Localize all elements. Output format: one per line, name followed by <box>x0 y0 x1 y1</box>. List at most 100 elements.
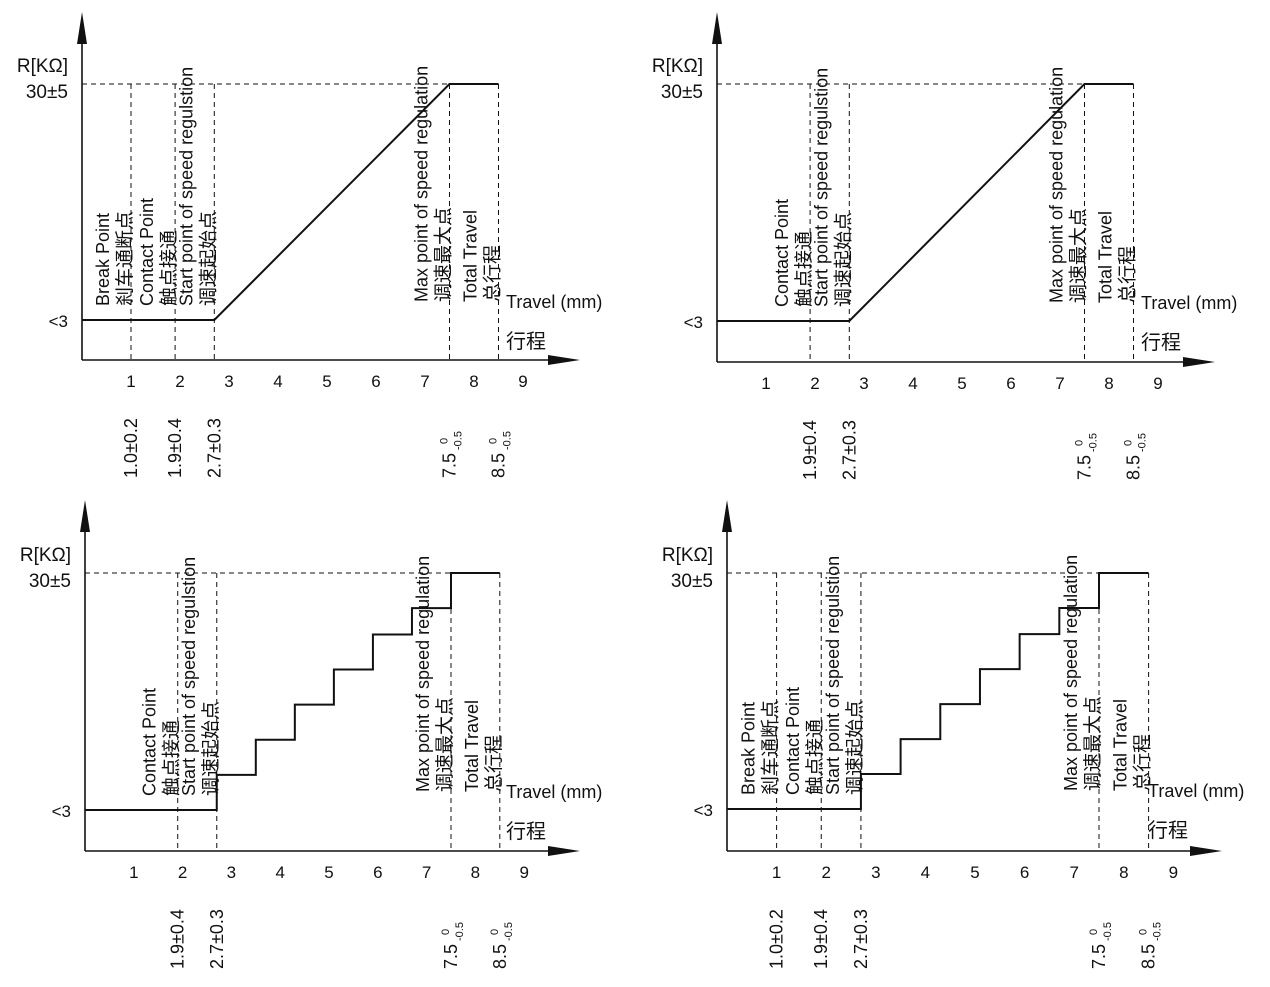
x-axis-arrow-icon <box>1183 357 1215 367</box>
x-tick-label: 1 <box>761 374 770 393</box>
x-tick-label: 4 <box>273 372 282 391</box>
resistance-curve <box>85 572 500 811</box>
y-tick-label-high: 30±5 <box>661 82 703 103</box>
marker-label-en: Contact Point <box>137 198 157 306</box>
chart-panel-2: R[KΩ] 30±5 <3 1 2 3 4 5 6 7 8 9 Travel (mm) 行程 1.9±0.4… <box>652 12 1237 480</box>
x-tick-label: 7 <box>422 863 431 882</box>
y-tick-label-high: 30±5 <box>671 571 713 592</box>
x-tick-label: 9 <box>1169 863 1178 882</box>
y-tick-label-low: <3 <box>49 312 68 331</box>
marker-label-cn: 刹车通断点 <box>760 700 782 795</box>
x-tick-label: 8 <box>1119 863 1128 882</box>
x-tick-label: 2 <box>178 863 187 882</box>
marker-value: 1.0±0.2 <box>121 418 141 478</box>
y-axis-arrow-icon <box>77 12 87 44</box>
x-tick-label: 7 <box>420 372 429 391</box>
marker-label-cn: 触点接通 <box>158 230 180 306</box>
x-tick-label: 3 <box>871 863 880 882</box>
x-tick-label: 2 <box>175 372 184 391</box>
marker-label-cn: 总行程 <box>483 735 505 792</box>
marker-value-group: 7.5 0 -0.5 <box>440 922 466 969</box>
marker-label-group: Max point of speed regulation 调速最大点 <box>413 556 456 792</box>
x-axis-arrow-icon <box>548 355 580 365</box>
marker-label-group: Start point of speed regulstion 调速起始点 <box>179 557 222 796</box>
x-tick-label: 8 <box>469 372 478 391</box>
marker-label-group: Total Travel 总行程 <box>462 700 505 792</box>
marker-label-en: Max point of speed regulation <box>413 556 433 792</box>
marker-label-en: Total Travel <box>462 700 482 792</box>
marker-label-group: Start point of speed regulstion 调速起始点 <box>176 67 219 306</box>
marker-label-cn: 刹车通断点 <box>114 211 136 306</box>
y-axis-label: R[KΩ] <box>652 56 703 77</box>
chart-panel-1: R[KΩ] 30±5 <3 1 2 3 4 5 6 7 8 9 Travel (mm) 行程 1.0±0.2… <box>17 12 602 478</box>
marker-value-lower: -0.5 <box>502 431 514 450</box>
marker-label-en: Start point of speed regulstion <box>811 68 831 307</box>
resistance-curve <box>82 83 499 321</box>
y-axis-label: R[KΩ] <box>20 545 71 566</box>
x-tick-label: 8 <box>471 863 480 882</box>
marker-label-group: Contact Point 触点接通 <box>772 199 815 307</box>
chart-panel-4: R[KΩ] 30±5 <3 1 2 3 4 5 6 7 8 9 Travel (mm) 行程 1.0±0.2… <box>662 500 1244 969</box>
marker-label-group: Start point of speed regulstion 调速起始点 <box>811 68 854 307</box>
marker-label-cn: 总行程 <box>1132 734 1154 791</box>
marker-label-cn: 调速起始点 <box>844 700 866 795</box>
marker-label-en: Contact Point <box>772 199 792 307</box>
x-tick-label: 6 <box>373 863 382 882</box>
x-tick-label: 5 <box>957 374 966 393</box>
marker-value-group: 2.7±0.3 <box>851 909 871 969</box>
y-tick-label-high: 30±5 <box>26 82 68 103</box>
marker-value: 7.5 <box>1089 944 1109 969</box>
y-tick-label-low: <3 <box>694 801 713 820</box>
marker-value-group: 1.9±0.4 <box>168 909 188 969</box>
marker-value-group: 2.7±0.3 <box>204 418 224 478</box>
marker-label-en: Contact Point <box>140 688 160 796</box>
x-tick-label: 4 <box>275 863 284 882</box>
marker-value: 8.5 <box>490 944 510 969</box>
x-axis-label-cn: 行程 <box>506 820 546 843</box>
marker-value-upper: 0 <box>1088 929 1100 935</box>
marker-label-en: Contact Point <box>783 687 803 795</box>
marker-value: 1.0±0.2 <box>767 909 787 969</box>
x-tick-label: 5 <box>970 863 979 882</box>
x-tick-label: 1 <box>129 863 138 882</box>
marker-value: 8.5 <box>489 453 509 478</box>
marker-label-cn: 调速起始点 <box>197 211 219 306</box>
resistance-curve <box>717 83 1134 322</box>
marker-value-lower: -0.5 <box>503 922 515 941</box>
marker-label-group: Total Travel 总行程 <box>461 210 504 302</box>
x-tick-label: 2 <box>821 863 830 882</box>
marker-value-lower: -0.5 <box>1102 922 1114 941</box>
marker-value-lower: -0.5 <box>453 431 465 450</box>
marker-label-group: Break Point 刹车通断点 <box>739 700 782 795</box>
marker-label-en: Break Point <box>739 702 759 795</box>
marker-value-group: 1.9±0.4 <box>165 418 185 478</box>
x-tick-label: 5 <box>322 372 331 391</box>
marker-label-cn: 调速起始点 <box>200 701 222 796</box>
marker-label-group: Max point of speed regulation 调速最大点 <box>1047 67 1090 303</box>
marker-value-upper: 0 <box>489 929 501 935</box>
marker-value-group: 8.5 0 -0.5 <box>1123 433 1149 480</box>
marker-value: 8.5 <box>1139 944 1159 969</box>
marker-label-group: Start point of speed regulstion 调速起始点 <box>823 556 866 795</box>
marker-value-group: 1.9±0.4 <box>811 909 831 969</box>
x-axis-arrow-icon <box>548 846 580 856</box>
x-axis-label: Travel (mm) <box>506 782 602 802</box>
y-axis-label: R[KΩ] <box>17 56 68 77</box>
y-tick-label-high: 30±5 <box>29 571 71 592</box>
marker-value-upper: 0 <box>1138 929 1150 935</box>
marker-label-cn: 调速最大点 <box>433 207 455 302</box>
marker-value-group: 1.9±0.4 <box>800 420 820 480</box>
marker-label-cn: 调速最大点 <box>434 697 456 792</box>
x-tick-label: 4 <box>921 863 930 882</box>
marker-label-group: Contact Point 触点接通 <box>140 688 183 796</box>
marker-value-group: 1.0±0.2 <box>121 418 141 478</box>
marker-label-cn: 总行程 <box>1117 246 1139 303</box>
marker-label-en: Max point of speed regulation <box>412 66 432 302</box>
marker-label-group: Break Point 刹车通断点 <box>93 211 136 306</box>
marker-value-group: 8.5 0 -0.5 <box>489 922 515 969</box>
x-tick-label: 1 <box>126 372 135 391</box>
marker-label-group: Total Travel 总行程 <box>1096 211 1139 303</box>
x-tick-label: 8 <box>1104 374 1113 393</box>
marker-label-group: Max point of speed regulation 调速最大点 <box>1061 555 1104 791</box>
